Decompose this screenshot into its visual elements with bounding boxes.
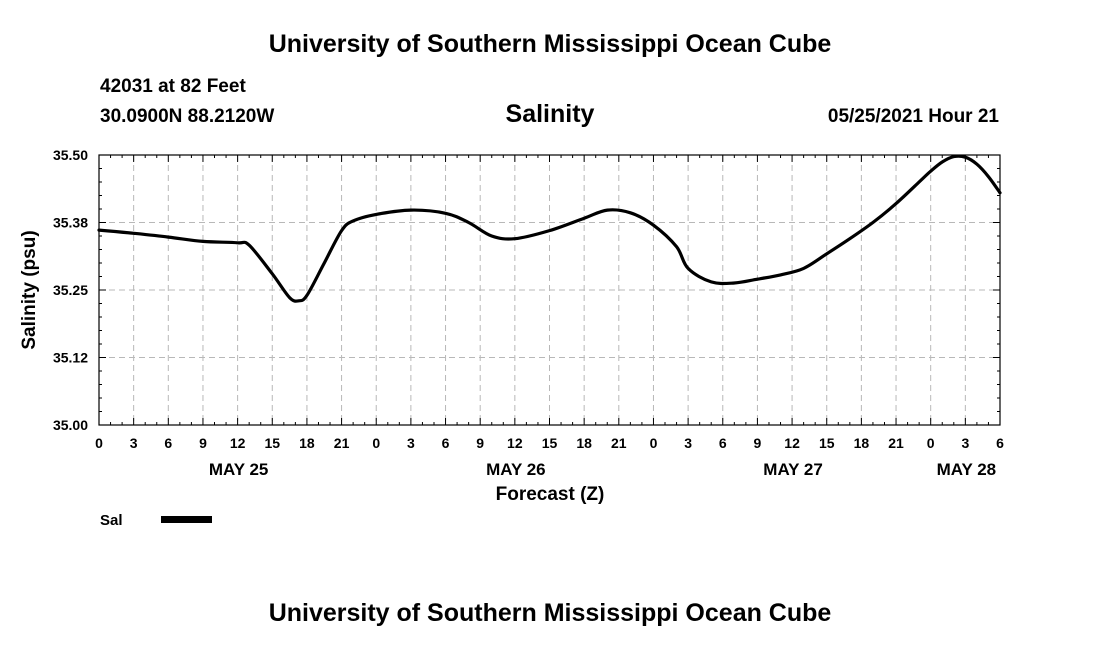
run-time: 05/25/2021 Hour 21 [827,106,999,127]
axis-tick-labels: 0 3 6 9 12 15 18 21 0 3 6 9 12 15 18 21 0 3 6 9 12 15 18 21 0 3 6 3… [53,147,1004,479]
x-day-label: MAY 28 [937,460,997,479]
x-tick-label: 9 [754,435,762,451]
station-coordinates: 30.0900N 88.2120W [100,106,275,127]
x-tick-label: 21 [888,435,904,451]
x-tick-label: 0 [927,435,935,451]
x-tick-label: 18 [299,435,315,451]
chart-title: Salinity [505,100,595,128]
x-tick-label: 0 [95,435,103,451]
x-tick-label: 21 [334,435,350,451]
y-tick-label: 35.25 [53,282,88,298]
x-tick-label: 3 [407,435,415,451]
y-axis-label: Salinity (psu) [19,230,40,349]
x-tick-label: 6 [164,435,172,451]
x-tick-label: 9 [476,435,484,451]
grid-lines [99,154,1000,425]
x-tick-label: 6 [719,435,727,451]
x-tick-label: 18 [576,435,592,451]
x-tick-label: 3 [961,435,969,451]
x-day-label: MAY 27 [763,460,823,479]
x-tick-label: 6 [996,435,1004,451]
x-tick-label: 12 [784,435,800,451]
y-tick-label: 35.12 [53,350,88,366]
series-line-sal [97,154,1002,303]
x-day-label: MAY 26 [486,460,546,479]
x-tick-label: 15 [264,435,280,451]
x-tick-label: 12 [507,435,523,451]
x-tick-label: 0 [650,435,658,451]
axis-ticks [98,154,1001,426]
x-tick-label: 18 [854,435,870,451]
y-tick-label: 35.00 [53,417,88,433]
x-tick-label: 3 [684,435,692,451]
x-tick-label: 3 [130,435,138,451]
station-depth: 42031 at 82 Feet [100,76,246,97]
footer-title: University of Southern Mississippi Ocean… [268,599,832,627]
x-tick-label: 15 [542,435,558,451]
y-tick-label: 35.50 [53,147,88,163]
x-tick-label: 6 [442,435,450,451]
legend-swatch-sal [161,516,212,523]
x-tick-label: 15 [819,435,835,451]
x-tick-label: 9 [199,435,207,451]
header-title: University of Southern Mississippi Ocean… [268,30,832,58]
x-tick-label: 21 [611,435,627,451]
legend-label-sal: Sal [100,512,123,529]
y-tick-label: 35.38 [53,215,88,231]
x-tick-label: 12 [230,435,246,451]
x-axis-label: Forecast (Z) [496,484,605,505]
x-tick-label: 0 [372,435,380,451]
x-day-label: MAY 25 [209,460,269,479]
